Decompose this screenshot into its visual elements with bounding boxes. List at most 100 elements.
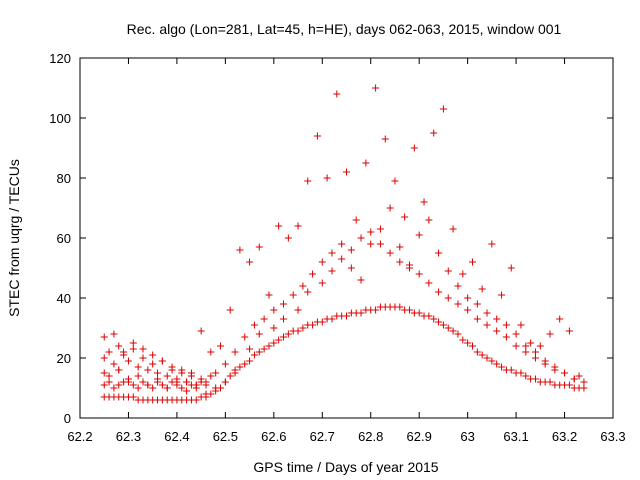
- data-point: [444, 267, 452, 275]
- ticks-layer: 62.2 62.3 62.4 62.5 62.6 62.7 62.8 62.9 63 63.1 63…: [49, 51, 625, 444]
- data-point: [134, 384, 142, 392]
- data-point: [260, 315, 268, 323]
- data-point: [270, 339, 278, 347]
- data-point: [304, 288, 312, 296]
- data-point: [512, 342, 520, 350]
- data-point: [115, 366, 123, 374]
- y-tick-label: 60: [57, 231, 71, 246]
- data-point: [372, 84, 380, 92]
- data-point: [246, 357, 254, 365]
- data-point: [444, 294, 452, 302]
- data-point: [158, 357, 166, 365]
- data-point: [139, 345, 147, 353]
- data-point: [478, 351, 486, 359]
- data-point: [473, 348, 481, 356]
- y-tick-label: 100: [49, 111, 71, 126]
- data-point: [415, 270, 423, 278]
- data-point: [396, 258, 404, 266]
- data-point: [202, 390, 210, 398]
- data-point: [546, 330, 554, 338]
- data-point: [546, 378, 554, 386]
- data-point: [338, 240, 346, 248]
- data-point: [149, 360, 157, 368]
- data-point: [565, 327, 573, 335]
- data-point: [517, 321, 525, 329]
- data-point: [531, 354, 539, 362]
- data-point: [241, 333, 249, 341]
- data-point: [304, 177, 312, 185]
- data-point: [425, 216, 433, 224]
- data-point: [192, 396, 200, 404]
- data-point: [197, 327, 205, 335]
- data-point: [226, 372, 234, 380]
- data-point: [396, 243, 404, 251]
- data-point: [328, 315, 336, 323]
- data-point: [212, 384, 220, 392]
- data-point: [183, 378, 191, 386]
- data-point: [343, 312, 350, 320]
- data-point: [425, 279, 433, 287]
- data-point: [522, 342, 530, 350]
- data-point: [454, 282, 462, 290]
- x-tick-label: 62.3: [116, 429, 141, 444]
- data-point: [129, 339, 137, 347]
- data-point: [168, 363, 176, 371]
- data-point: [105, 348, 113, 356]
- data-point: [372, 306, 380, 314]
- data-point: [255, 330, 263, 338]
- data-point: [221, 360, 229, 368]
- data-point: [561, 369, 569, 377]
- data-point: [493, 327, 501, 335]
- y-tick-label: 40: [57, 291, 71, 306]
- data-point: [207, 348, 215, 356]
- data-point: [255, 348, 263, 356]
- data-point: [124, 378, 132, 386]
- data-point: [294, 327, 302, 335]
- data-point: [483, 321, 491, 329]
- data-point: [178, 384, 186, 392]
- data-point: [120, 348, 128, 356]
- data-point: [527, 339, 535, 347]
- data-point: [580, 384, 588, 392]
- data-point: [468, 342, 476, 350]
- data-point: [507, 264, 515, 272]
- data-point: [449, 327, 457, 335]
- data-point: [173, 378, 181, 386]
- data-point: [483, 354, 491, 362]
- data-point: [144, 381, 152, 389]
- data-point: [454, 300, 462, 308]
- data-point: [386, 249, 394, 257]
- data-point: [318, 279, 326, 287]
- data-point: [231, 348, 239, 356]
- data-point: [129, 381, 137, 389]
- data-point: [357, 309, 365, 317]
- data-point: [430, 129, 438, 137]
- data-point: [565, 381, 573, 389]
- data-point: [386, 204, 394, 212]
- data-point: [522, 348, 530, 356]
- data-point: [212, 369, 220, 377]
- points-layer: [100, 84, 588, 404]
- data-point: [483, 309, 491, 317]
- data-point: [376, 240, 384, 248]
- x-tick-label: 62.9: [407, 429, 432, 444]
- data-point: [100, 354, 108, 362]
- data-point: [129, 393, 137, 401]
- data-point: [309, 321, 317, 329]
- data-point: [498, 291, 506, 299]
- data-point: [580, 378, 588, 386]
- data-point: [280, 333, 288, 341]
- data-point: [294, 306, 302, 314]
- x-axis-title: GPS time / Days of year 2015: [253, 459, 438, 475]
- data-point: [575, 372, 583, 380]
- data-point: [464, 306, 472, 314]
- data-point: [217, 342, 225, 350]
- data-point: [115, 342, 123, 350]
- data-point: [430, 315, 438, 323]
- data-point: [357, 234, 365, 242]
- plot-frame: [79, 57, 614, 419]
- data-point: [517, 369, 525, 377]
- data-point: [255, 243, 263, 251]
- data-point: [410, 144, 418, 152]
